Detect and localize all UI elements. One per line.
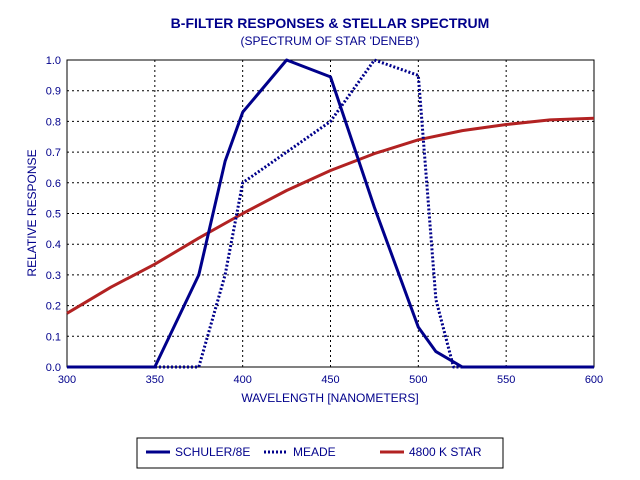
grid [67, 60, 594, 367]
x-tick-label: 400 [233, 374, 251, 386]
x-tick-label: 550 [497, 374, 515, 386]
y-tick-label: 0.4 [46, 239, 61, 251]
legend-label-star: 4800 K STAR [409, 445, 482, 459]
legend-label-schuler: SCHULER/8E [175, 445, 250, 459]
legend-label-meade: MEADE [293, 445, 336, 459]
plot-area-border [66, 59, 595, 368]
y-tick-label: 0.0 [46, 362, 61, 374]
y-tick-label: 0.1 [46, 331, 61, 343]
series-lines [66, 58, 595, 369]
chart-title: B-FILTER RESPONSES & STELLAR SPECTRUM [171, 15, 490, 31]
x-axis-label: WAVELENGTH [NANOMETERS] [241, 391, 418, 405]
legend-box [136, 437, 504, 469]
y-tick-label: 0.6 [46, 178, 61, 190]
y-tick-label: 0.2 [46, 301, 61, 313]
chart-subtitle: (SPECTRUM OF STAR 'DENEB') [240, 34, 419, 48]
y-tick-label: 0.7 [46, 147, 61, 159]
legend: SCHULER/8E MEADE 4800 K STAR [136, 437, 504, 469]
x-tick-label: 450 [321, 374, 339, 386]
y-tick-label: 0.3 [46, 270, 61, 282]
y-tick-label: 0.9 [46, 86, 61, 98]
series-line-4800-k-star [66, 116, 595, 315]
x-tick-label: 500 [409, 374, 427, 386]
series-line-schuler-8e [67, 58, 594, 369]
x-tick-label: 600 [585, 374, 603, 386]
y-tick-label: 0.8 [46, 116, 61, 128]
tick-labels: 300 350 400 450 500 550 600 0.0 0.1 0.2 0.3 0.4 0.5 0… [46, 55, 603, 386]
series-line-meade [67, 58, 594, 369]
y-axis-label: RELATIVE RESPONSE [25, 149, 39, 276]
y-tick-label: 1.0 [46, 55, 61, 67]
x-tick-label: 350 [146, 374, 164, 386]
y-tick-label: 0.5 [46, 209, 61, 221]
x-tick-label: 300 [58, 374, 76, 386]
